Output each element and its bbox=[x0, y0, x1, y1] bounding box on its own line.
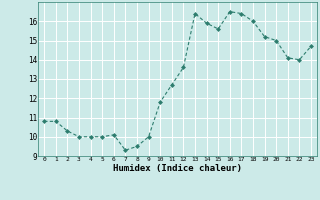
X-axis label: Humidex (Indice chaleur): Humidex (Indice chaleur) bbox=[113, 164, 242, 173]
